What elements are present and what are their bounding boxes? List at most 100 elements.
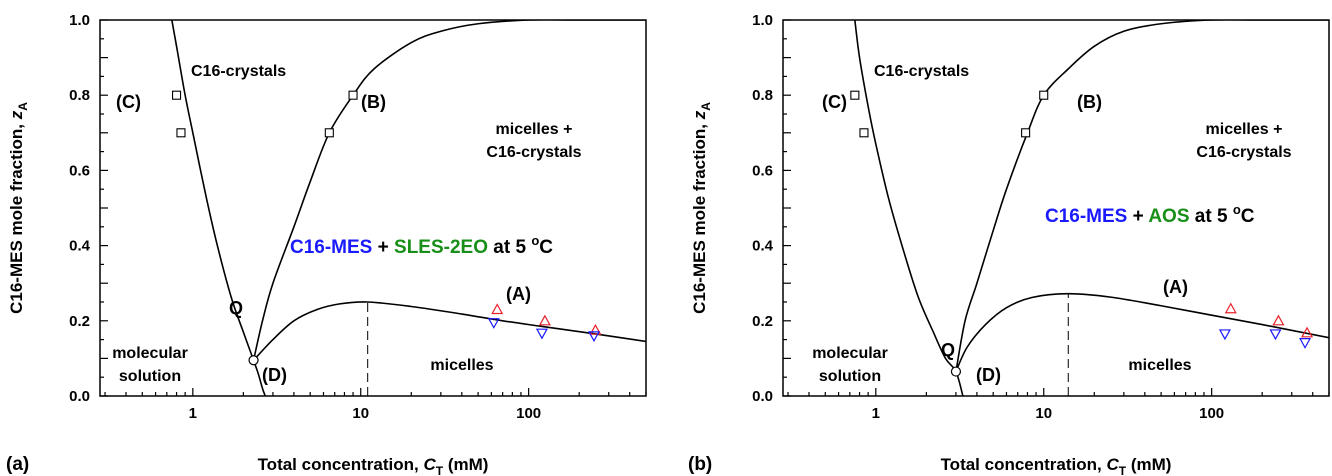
- curve-c: [171, 20, 255, 361]
- x-title-var: C: [423, 455, 436, 474]
- x-title-sub: T: [436, 464, 444, 476]
- curve-a: [252, 301, 646, 361]
- down-triangle-marker: [587, 331, 601, 343]
- up-triangle-marker: [538, 314, 551, 326]
- y-tick-label: 1.0: [752, 12, 773, 29]
- x-tick-label: 100: [1199, 405, 1224, 422]
- region-solution: solution: [119, 368, 181, 385]
- x-title-sub: T: [1119, 464, 1127, 476]
- square-marker: [176, 128, 186, 138]
- panel-label: (b): [688, 454, 712, 475]
- y-tick-label: 0.0: [69, 388, 90, 405]
- curve-label-a: (A): [1163, 277, 1188, 297]
- curve-label-d: (D): [976, 365, 1001, 385]
- region-c16-crystals: C16-crystals: [874, 63, 969, 80]
- curve-b: [955, 20, 1329, 372]
- component-a: C16-MES: [290, 237, 372, 258]
- down-triangle-marker: [1269, 329, 1282, 341]
- temperature-text: at 5: [488, 237, 531, 258]
- x-title-prefix: Total concentration,: [941, 455, 1107, 474]
- data-markers: [850, 90, 1314, 377]
- y-title-var: z: [7, 110, 26, 120]
- y-title-var: z: [690, 110, 709, 120]
- x-tick-label: 100: [516, 405, 541, 422]
- region-solution: solution: [819, 368, 881, 385]
- y-tick-label: 0.4: [69, 238, 91, 255]
- y-tick-label: 1.0: [69, 12, 90, 29]
- curve-b: [252, 20, 646, 361]
- q-point-marker: [950, 366, 962, 377]
- x-axis-title: Total concentration, CT (mM): [258, 455, 489, 476]
- x-tick-label: 1: [872, 405, 880, 422]
- panel-b: 1 10 100 0.0 0.2 0.4 0.6 0.8 1.0 C16-crystals mi…: [688, 12, 1330, 476]
- curve-label-d: (D): [262, 365, 287, 385]
- degree-symbol: o: [1233, 202, 1241, 217]
- region-micelles-plus-crystals: C16-crystals: [1196, 144, 1291, 161]
- y-tick-label: 0.8: [69, 87, 90, 104]
- data-markers: [172, 90, 602, 366]
- region-micelles: micelles: [1128, 357, 1191, 374]
- square-marker: [850, 90, 860, 100]
- tick-labels: 1 10 100 0.0 0.2 0.4 0.6 0.8 1.0: [752, 12, 1224, 422]
- phase-boundaries: [854, 20, 1329, 396]
- y-axis-title: C16-MES mole fraction, zA: [690, 102, 713, 314]
- component-b: AOS: [1148, 206, 1189, 227]
- up-triangle-marker: [589, 323, 602, 335]
- y-tick-label: 0.0: [752, 388, 773, 405]
- down-triangle-marker: [1299, 338, 1312, 349]
- curve-label-c: (C): [822, 92, 847, 112]
- y-tick-label: 0.2: [752, 313, 773, 330]
- q-point-marker: [248, 355, 259, 366]
- square-marker: [172, 90, 182, 100]
- curve-label-a: (A): [506, 284, 531, 304]
- degree-symbol: o: [531, 233, 539, 248]
- curve-d: [252, 360, 267, 396]
- region-micelles-plus: micelles +: [1206, 121, 1283, 138]
- y-tick-label: 0.6: [69, 162, 90, 179]
- temperature-unit: C: [1241, 206, 1255, 227]
- x-tick-label: 1: [189, 405, 197, 422]
- up-triangle-marker: [1301, 326, 1314, 338]
- y-title-sub: A: [16, 102, 30, 111]
- panel-label: (a): [6, 454, 29, 475]
- down-triangle-marker: [535, 328, 548, 340]
- up-triangle-marker: [1224, 302, 1237, 314]
- up-triangle-marker: [1272, 314, 1285, 326]
- y-axis-title: C16-MES mole fraction, zA: [7, 102, 30, 314]
- system-label: C16-MES + AOS at 5 oC: [1045, 202, 1255, 227]
- x-tick-label: 10: [352, 405, 369, 422]
- axis-ticks: [783, 19, 1330, 397]
- curve-label-b: (B): [1077, 92, 1102, 112]
- region-micelles-plus-crystals: C16-crystals: [486, 144, 581, 161]
- region-c16-crystals: C16-crystals: [191, 63, 286, 80]
- region-molecular: molecular: [112, 345, 188, 362]
- square-marker: [859, 128, 869, 138]
- x-axis-title: Total concentration, CT (mM): [941, 455, 1172, 476]
- x-title-suffix: (mM): [443, 455, 488, 474]
- axis-ticks: [100, 19, 647, 397]
- component-a: C16-MES: [1045, 206, 1127, 227]
- square-marker: [1021, 128, 1031, 138]
- x-title-prefix: Total concentration,: [258, 455, 424, 474]
- plus-sign: +: [1127, 206, 1148, 227]
- curve-c: [854, 20, 964, 396]
- y-title-prefix: C16-MES mole fraction,: [690, 119, 709, 314]
- down-triangle-marker: [487, 318, 500, 329]
- region-micelles-plus: micelles +: [496, 121, 573, 138]
- curve-label-b: (B): [361, 92, 386, 112]
- square-marker: [1039, 90, 1049, 100]
- curve-label-q: Q: [941, 340, 955, 360]
- region-molecular: molecular: [812, 345, 888, 362]
- temperature-unit: C: [539, 237, 553, 258]
- x-title-suffix: (mM): [1126, 455, 1171, 474]
- up-triangle-marker: [491, 303, 504, 315]
- curve-label-q: Q: [229, 298, 243, 318]
- temperature-text: at 5: [1190, 206, 1233, 227]
- phase-boundaries: [171, 20, 646, 396]
- y-title-sub: A: [699, 102, 713, 111]
- square-marker: [324, 128, 334, 138]
- y-title-prefix: C16-MES mole fraction,: [7, 119, 26, 314]
- down-triangle-marker: [1218, 329, 1231, 341]
- curve-label-c: (C): [116, 92, 141, 112]
